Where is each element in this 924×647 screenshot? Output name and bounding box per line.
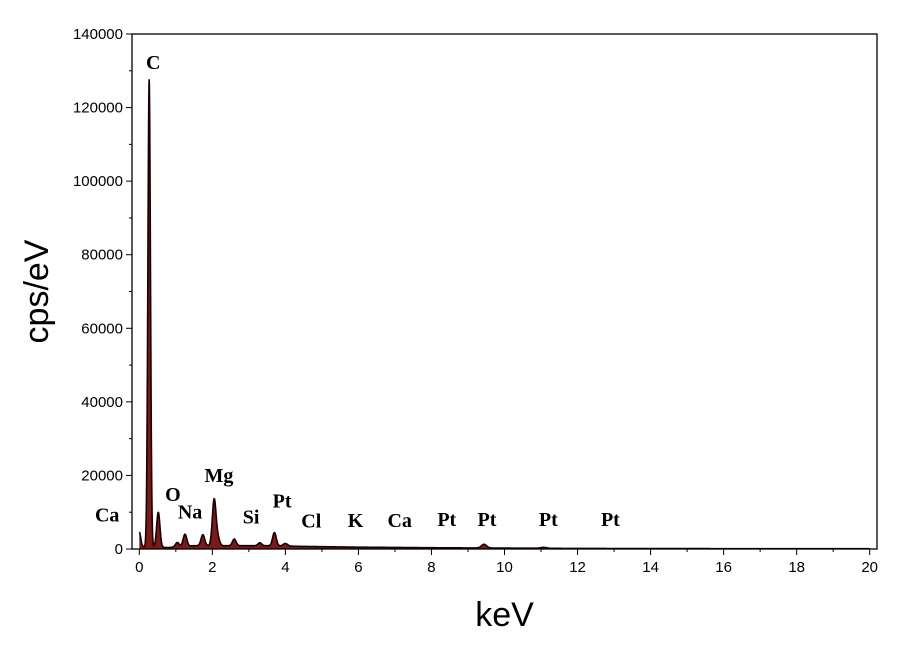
x-tick-label: 20 (861, 559, 878, 576)
y-tick-label: 80000 (81, 247, 123, 264)
spectrum-fill-layer (139, 79, 870, 550)
x-tick-label: 18 (788, 559, 805, 576)
peak-label-pt: Pt (273, 490, 292, 512)
y-tick-label: 20000 (81, 467, 123, 484)
peak-label-pt: Pt (539, 509, 558, 531)
x-axis-title: keV (475, 596, 534, 634)
peak-label-k: K (348, 510, 364, 532)
peak-label-pt: Pt (478, 509, 497, 531)
x-tick-label: 16 (715, 559, 732, 576)
x-tick-label: 4 (281, 559, 289, 576)
peak-label-cl: Cl (301, 511, 321, 533)
x-axis: 0 2 4 6 8 10 12 14 16 18 20 (135, 549, 878, 576)
x-tick-label: 10 (496, 559, 513, 576)
y-tick-label: 0 (115, 541, 123, 558)
spectrum-area (139, 79, 870, 550)
x-tick-label: 14 (642, 559, 659, 576)
x-tick-label: 12 (569, 559, 586, 576)
y-tick-label: 60000 (81, 320, 123, 337)
peak-label-pt: Pt (601, 509, 620, 531)
spectrum-line-layer (138, 79, 871, 550)
x-tick-label: 0 (135, 559, 143, 576)
x-tick-label: 8 (427, 559, 435, 576)
y-tick-label: 140000 (73, 26, 123, 43)
plot-frame (131, 33, 878, 550)
peak-label-mg: Mg (204, 465, 233, 487)
y-tick-label: 120000 (73, 100, 123, 117)
peak-label-si: Si (243, 507, 260, 529)
peak-label-ca: Ca (387, 510, 411, 532)
y-tick-label: 100000 (73, 173, 123, 190)
y-axis-title: cps/eV (18, 239, 56, 343)
spectrum-line (138, 79, 871, 550)
y-tick-label: 40000 (81, 394, 123, 411)
peak-label-ca: Ca (95, 504, 119, 526)
y-axis: 0 20000 40000 60000 80000 100000 120000 140000 (73, 26, 132, 558)
peak-label-c: C (146, 52, 160, 74)
x-tick-label: 6 (354, 559, 362, 576)
peak-label-pt: Pt (437, 509, 456, 531)
peak-label-o: O (165, 484, 181, 506)
x-tick-label: 2 (208, 559, 216, 576)
peak-label-na: Na (178, 501, 202, 523)
